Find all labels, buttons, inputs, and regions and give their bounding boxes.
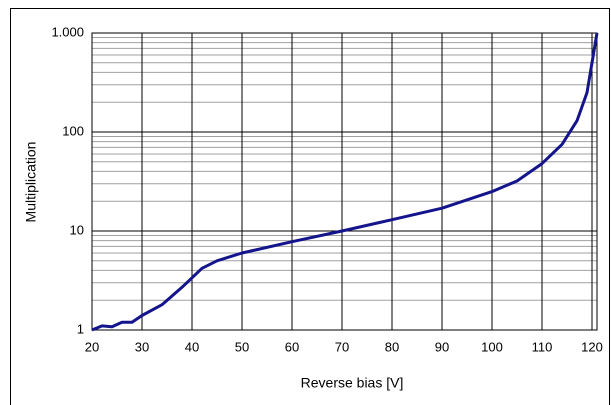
x-axis-label: Reverse bias [V] (301, 375, 404, 391)
y-tick-label: 1.000 (51, 24, 84, 39)
y-axis-label: Multiplication (23, 142, 39, 223)
y-tick-label: 1 (77, 321, 84, 336)
chart-frame (10, 8, 610, 405)
x-tick-label: 20 (85, 339, 99, 354)
x-tick-label: 120 (581, 339, 603, 354)
x-tick-label: 80 (385, 339, 399, 354)
y-tick-label: 100 (62, 123, 84, 138)
plot-area (91, 32, 598, 331)
x-tick-label: 100 (481, 339, 503, 354)
x-tick-label: 90 (435, 339, 449, 354)
line-series (91, 32, 599, 332)
x-tick-label: 70 (335, 339, 349, 354)
x-tick-label: 40 (185, 339, 199, 354)
x-tick-label: 50 (235, 339, 249, 354)
x-tick-label: 30 (135, 339, 149, 354)
x-tick-label: 110 (532, 339, 553, 354)
y-tick-label: 10 (70, 222, 84, 237)
x-tick-label: 60 (285, 339, 299, 354)
